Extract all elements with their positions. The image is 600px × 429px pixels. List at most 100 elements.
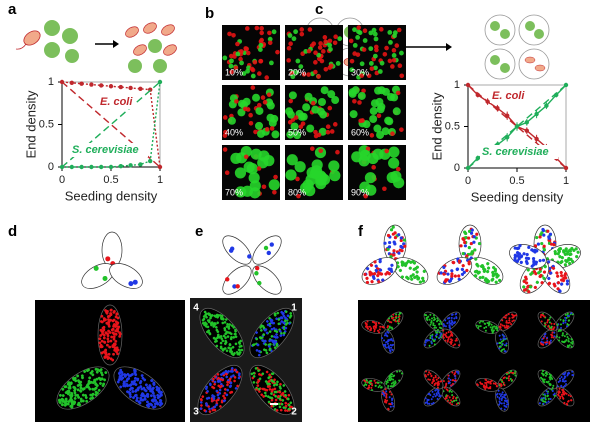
- cell: [378, 328, 381, 331]
- cell: [499, 395, 502, 398]
- cell: [560, 393, 563, 396]
- cell: [566, 250, 570, 254]
- cell: [508, 379, 511, 382]
- cell: [533, 285, 537, 290]
- cell: [450, 313, 453, 316]
- cell: [392, 107, 401, 116]
- cell: [218, 336, 221, 339]
- cell: [273, 342, 276, 345]
- cell: [446, 394, 449, 397]
- cell: [365, 323, 368, 326]
- cell: [479, 320, 482, 323]
- cell: [233, 379, 236, 383]
- cell: [376, 271, 381, 275]
- cell: [490, 278, 494, 282]
- cell: [282, 312, 285, 315]
- cell: [98, 337, 102, 341]
- cell: [565, 279, 570, 283]
- cell: [435, 335, 438, 338]
- cell: [538, 274, 542, 279]
- cell: [311, 41, 317, 47]
- cell: [447, 380, 450, 383]
- cell: [200, 404, 203, 407]
- cell: [265, 370, 269, 374]
- cell: [91, 373, 95, 377]
- cell: [487, 324, 490, 327]
- cell: [442, 380, 445, 383]
- cell: [455, 267, 460, 271]
- cell: [235, 186, 247, 198]
- cell: [543, 315, 546, 318]
- cell: [527, 245, 531, 250]
- cell: [378, 331, 381, 334]
- cell: [228, 53, 234, 59]
- cell: [286, 321, 289, 325]
- cell: [480, 264, 484, 268]
- cell: [84, 394, 87, 397]
- cell: [140, 374, 144, 377]
- cell: [215, 344, 219, 348]
- cell: [440, 380, 443, 383]
- cell: [485, 385, 488, 388]
- cell: [319, 110, 328, 119]
- cell: [518, 244, 522, 248]
- cell: [288, 91, 297, 100]
- cell: [540, 376, 543, 379]
- cell: [433, 382, 436, 385]
- cell: [464, 235, 468, 240]
- cell: [557, 380, 560, 383]
- cell: [205, 315, 208, 319]
- cell: [501, 380, 504, 383]
- cell: [542, 380, 545, 383]
- cell: [222, 133, 228, 138]
- cell: [70, 391, 74, 395]
- cell: [259, 26, 264, 31]
- cell: [546, 392, 549, 395]
- cell: [447, 377, 450, 380]
- cell: [70, 402, 74, 406]
- cell: [145, 403, 149, 407]
- cell: [299, 27, 305, 32]
- cell: [386, 233, 391, 238]
- cell: [429, 336, 432, 339]
- cell: [102, 275, 108, 281]
- cell: [250, 372, 254, 376]
- cell: [275, 49, 280, 55]
- cell: [319, 58, 325, 64]
- cell: [205, 385, 209, 389]
- cell: [139, 380, 143, 383]
- cell: [202, 315, 206, 318]
- cell: [549, 397, 552, 400]
- cell: [109, 308, 113, 312]
- cell: [543, 335, 546, 338]
- cell: [552, 282, 556, 286]
- cell: [486, 380, 489, 383]
- cell: [331, 96, 340, 105]
- petal: [554, 328, 575, 349]
- cell: [102, 336, 106, 340]
- cell: [287, 393, 291, 397]
- cell: [127, 390, 131, 394]
- cell: [280, 332, 283, 335]
- cell: [365, 146, 371, 152]
- cell: [498, 278, 502, 283]
- cell: [372, 53, 378, 59]
- cell: [129, 395, 132, 399]
- cell: [216, 321, 219, 325]
- cell: [557, 391, 560, 394]
- cell: [436, 328, 439, 331]
- cell: [562, 380, 565, 383]
- cell: [270, 398, 274, 402]
- cell: [559, 318, 562, 321]
- cell: [443, 325, 446, 328]
- cell: [101, 332, 104, 336]
- cell: [349, 58, 355, 64]
- cell: [387, 331, 390, 334]
- cell: [400, 245, 405, 250]
- cell: [222, 147, 228, 152]
- cell: [504, 326, 507, 329]
- cell: [562, 392, 565, 395]
- cell: [112, 352, 115, 356]
- tile-label: 80%: [288, 187, 306, 197]
- cell: [558, 255, 562, 259]
